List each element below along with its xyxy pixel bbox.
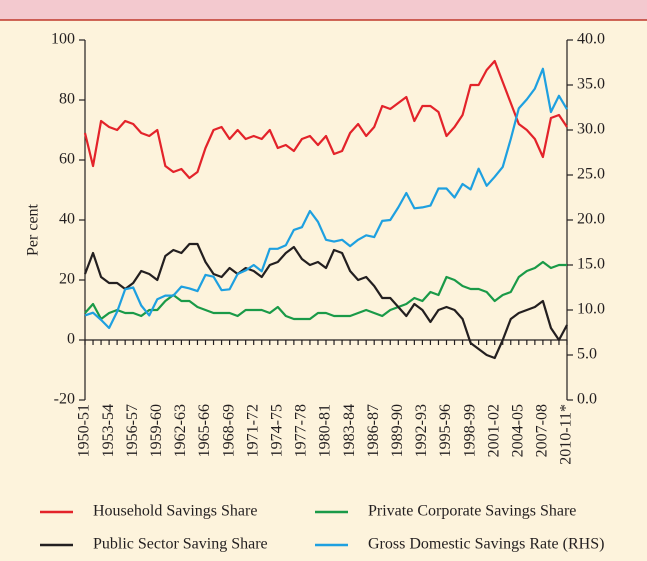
y-tick-label: -20 xyxy=(54,391,75,408)
x-tick-label: 1995-96 xyxy=(437,404,454,457)
y2-tick-label: 5.0 xyxy=(577,346,597,363)
x-tick-label: 1977-78 xyxy=(293,404,310,457)
series-line xyxy=(83,59,568,180)
x-tick-label: 1965-66 xyxy=(196,404,213,457)
x-tick-label: 1956-57 xyxy=(124,404,141,457)
x-tick-label: 1971-72 xyxy=(244,404,261,457)
y-tick-label: 20 xyxy=(59,271,75,288)
x-tick-label: 1989-90 xyxy=(389,404,406,457)
x-tick-label: 1992-93 xyxy=(413,404,430,457)
x-tick-label: 1950-51 xyxy=(76,404,93,457)
y2-tick-label: 10.0 xyxy=(577,301,605,318)
y-axis-label: Per cent xyxy=(25,203,42,256)
y2-tick-label: 35.0 xyxy=(577,76,605,93)
series-line xyxy=(84,260,567,321)
legend-label: Public Sector Saving Share xyxy=(93,536,268,553)
x-tick-label: 1959-60 xyxy=(148,404,165,457)
legend-label: Household Savings Share xyxy=(93,503,257,520)
legend-label: Gross Domestic Savings Rate (RHS) xyxy=(368,536,604,553)
y2-tick-label: 15.0 xyxy=(577,256,605,273)
y-tick-label: 60 xyxy=(59,151,75,168)
x-tick-label: 2001-02 xyxy=(485,404,502,457)
x-tick-label: 2007-08 xyxy=(534,404,551,457)
y2-tick-label: 30.0 xyxy=(577,121,605,138)
y2-tick-label: 25.0 xyxy=(577,166,605,183)
x-tick-label: 1974-75 xyxy=(268,404,285,457)
y-tick-label: 100 xyxy=(51,31,75,48)
x-tick-label: 1962-63 xyxy=(172,404,189,457)
y-tick-label: 0 xyxy=(67,331,75,348)
x-tick-label: 2010-11* xyxy=(558,404,575,465)
x-tick-label: 1998-99 xyxy=(461,404,478,457)
x-tick-label: 2004-05 xyxy=(509,404,526,457)
x-tick-label: 1953-54 xyxy=(100,404,117,457)
y2-tick-label: 40.0 xyxy=(577,31,605,48)
x-tick-label: 1980-81 xyxy=(317,404,334,457)
x-tick-label: 1983-84 xyxy=(341,404,358,457)
series-line xyxy=(83,242,568,360)
header-band xyxy=(0,0,647,20)
x-tick-label: 1986-87 xyxy=(365,404,382,457)
y2-tick-label: 0.0 xyxy=(577,391,597,408)
x-tick-label: 1968-69 xyxy=(220,404,237,457)
y2-tick-label: 20.0 xyxy=(577,211,605,228)
y-tick-label: 80 xyxy=(59,91,75,108)
series-line xyxy=(84,67,568,330)
y-tick-label: 40 xyxy=(59,211,75,228)
legend-label: Private Corporate Savings Share xyxy=(368,503,576,520)
